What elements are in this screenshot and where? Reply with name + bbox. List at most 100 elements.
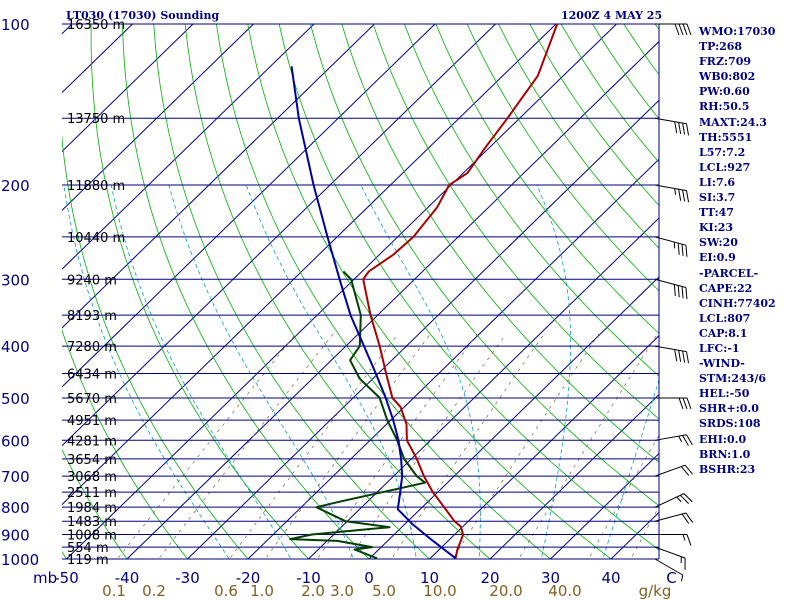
mixing-ratio-tick-label: 0.6	[214, 582, 238, 600]
wind-barb-flag	[686, 190, 690, 203]
wind-barb-flag	[683, 493, 693, 503]
dry-adiabat	[62, 448, 128, 559]
wind-barb-flag	[682, 122, 686, 135]
wind-barb-flag	[678, 23, 684, 36]
index-item: FRZ:709	[699, 55, 752, 69]
index-item: EHI:0.0	[699, 432, 747, 446]
isotherm-line	[489, 393, 659, 559]
wind-barb-half	[674, 188, 677, 195]
dry-adiabat	[435, 24, 659, 334]
dry-adiabat	[122, 24, 370, 559]
temperature-line	[362, 24, 559, 559]
index-item: MAXT:24.3	[699, 115, 767, 129]
wind-barb	[655, 534, 692, 546]
index-item: TP:268	[699, 40, 743, 54]
isotherm-line	[62, 24, 315, 270]
isotherm-line	[66, 24, 617, 559]
wind-barb	[654, 512, 694, 524]
dry-adiabat	[216, 24, 552, 559]
wind-barb-staff	[654, 434, 687, 441]
index-item: TT:47	[699, 206, 734, 220]
wind-barb-flag	[678, 189, 682, 201]
isotherm-line	[62, 24, 496, 447]
wind-barb-half	[680, 574, 684, 582]
index-item: CAP:8.1	[699, 326, 748, 340]
wind-barb-flag	[686, 23, 692, 36]
sounding-title: LT030 (17030) Sounding	[66, 9, 220, 22]
dry-adiabat	[247, 24, 612, 559]
wind-barb-flag	[686, 123, 690, 136]
dewpoint-line	[289, 270, 427, 559]
dry-adiabat	[310, 24, 659, 507]
pressure-tick-label: 600	[1, 432, 30, 450]
wind-barb-flag	[684, 464, 693, 475]
wind-barb-staff	[654, 117, 687, 125]
index-item: BSHR:23	[699, 462, 756, 476]
isotherm-line	[126, 40, 659, 559]
wind-barb-flag	[682, 435, 689, 446]
mixing-ratio-line	[117, 333, 296, 559]
dry-adiabat	[372, 24, 659, 420]
wind-barb	[654, 558, 684, 582]
mixing-ratio-tick-label: 1.0	[250, 582, 274, 600]
wind-barb-half	[673, 242, 676, 249]
height-label: 1008 m	[67, 529, 117, 544]
wind-barb-flag	[674, 23, 680, 36]
isotherm-line	[187, 99, 659, 559]
dry-adiabat	[466, 24, 659, 292]
mixing-ratio-tick-label: g/kg	[639, 582, 672, 600]
wind-barb-flag	[684, 558, 686, 570]
index-item: SHR+:0.0	[699, 402, 759, 416]
isotherm-line	[308, 217, 659, 559]
height-label: 8193 m	[67, 309, 117, 324]
wind-barb-flag	[678, 397, 684, 410]
valid-time: 1200Z 4 MAY 25	[561, 9, 663, 22]
wind-barb-staff	[654, 184, 687, 192]
mixing-ratio-tick-label: 10.0	[423, 582, 456, 600]
height-label: 3654 m	[67, 453, 117, 468]
wind-barb	[655, 397, 692, 410]
wind-barb-flag	[677, 243, 680, 255]
height-label: 6434 m	[67, 367, 117, 382]
pressure-axis-label: mb	[33, 569, 57, 587]
mixing-ratio-tick-label: 3.0	[330, 582, 354, 600]
height-label: 119 m	[67, 553, 109, 568]
pressure-tick-label: 700	[1, 468, 30, 486]
wind-barb-staff	[654, 546, 686, 559]
temperature-tick-label: -20	[236, 569, 261, 587]
index-item: TH:5551	[699, 130, 753, 144]
wind-barb-half	[676, 496, 682, 502]
mixing-ratio-tick-label: 0.2	[142, 582, 166, 600]
pressure-tick-label: 200	[1, 177, 30, 195]
isotherm-line	[62, 24, 436, 388]
pressure-tick-label: 500	[1, 390, 30, 408]
wind-barb-flag	[685, 287, 688, 300]
isotherm-line	[368, 276, 659, 559]
wind-barb-flag	[677, 285, 680, 298]
index-item: CAPE:22	[699, 281, 753, 295]
pressure-tick-label: 800	[1, 499, 30, 517]
index-item: WB0:802	[699, 70, 756, 84]
index-panel: WMO:17030 TP:268 FRZ:709 WB0:802 PW:0.60 RH:5…	[699, 24, 799, 477]
index-item: L57:7.2	[699, 145, 746, 159]
height-label: 7280 m	[67, 340, 117, 355]
temperature-tick-label: 20	[480, 569, 499, 587]
height-label: 16350 m	[67, 18, 125, 33]
index-item: EI:0.9	[699, 251, 736, 265]
height-label: 2511 m	[67, 486, 117, 501]
index-item: LI:7.6	[699, 175, 736, 189]
dry-adiabat	[62, 329, 189, 559]
moist-adiabat	[110, 185, 292, 559]
index-item: BRN:1.0	[699, 447, 751, 461]
mixing-ratio-line	[229, 333, 398, 559]
index-item: LCL:807	[699, 311, 751, 325]
index-item: LCL:927	[699, 160, 751, 174]
wind-barb-flag	[674, 121, 678, 134]
wind-barb-flag	[686, 434, 693, 446]
wind-barb-staff	[654, 236, 687, 246]
moist-adiabat	[602, 378, 659, 559]
dry-adiabat	[90, 24, 310, 559]
wind-barb-flag	[685, 512, 694, 523]
height-label: 554 m	[67, 541, 109, 556]
mixing-ratio-line	[518, 334, 658, 559]
